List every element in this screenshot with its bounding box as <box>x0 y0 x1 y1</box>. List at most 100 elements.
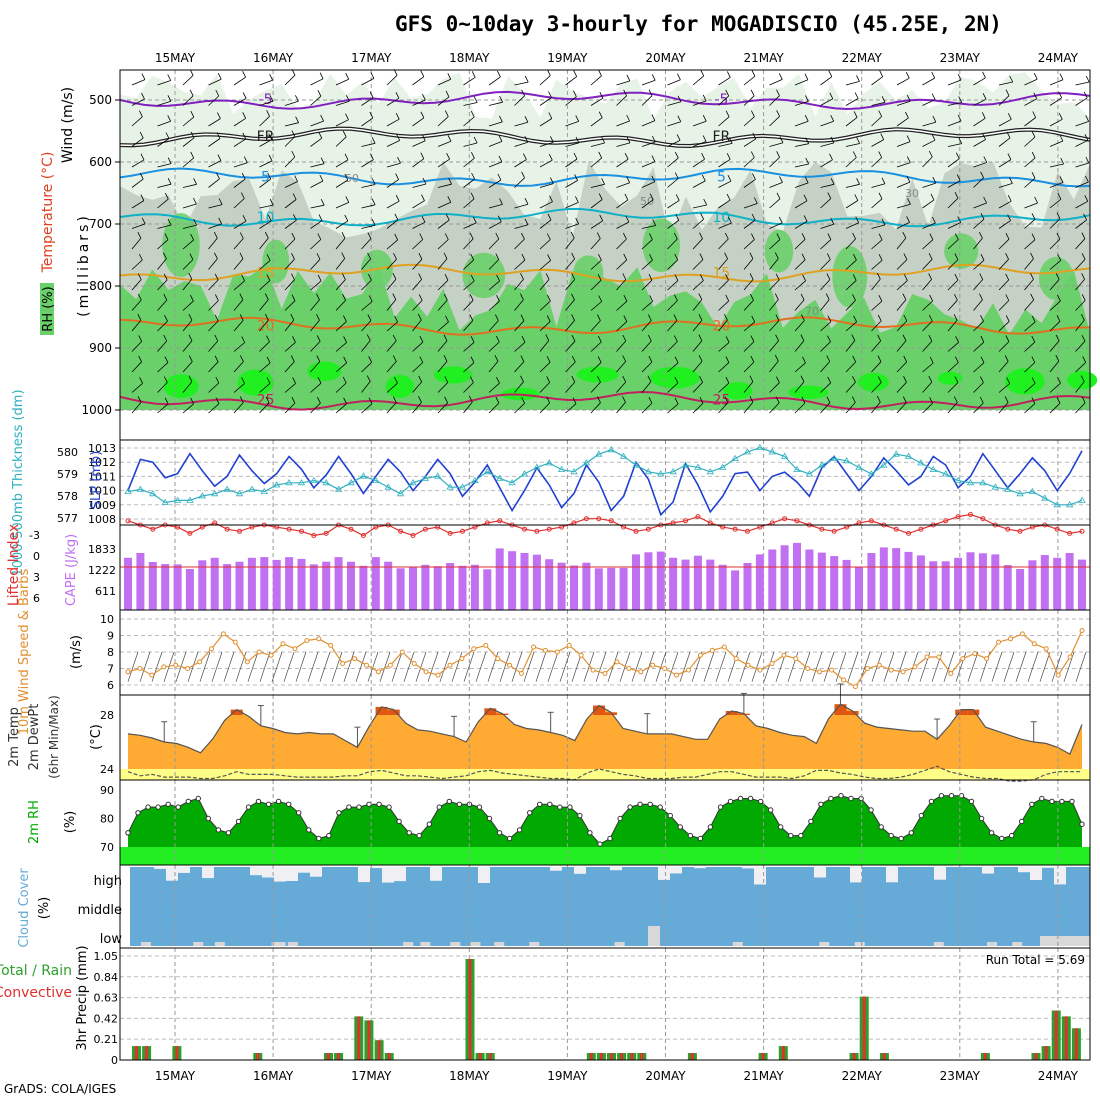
wind-barb-flag <box>982 133 986 140</box>
wind-barb <box>998 341 1010 352</box>
wind-barb <box>616 238 627 250</box>
wind-barb-flag <box>648 274 653 281</box>
surface-wind-barb <box>739 651 751 682</box>
rh2m-point <box>647 801 653 807</box>
thickness-point <box>805 470 814 477</box>
wind-barb-flag <box>1005 233 1010 240</box>
wind-barb <box>1075 97 1088 106</box>
isotherm-label: 10 <box>712 210 730 226</box>
thickness-point <box>619 452 628 459</box>
precip-convective-bar <box>377 1040 381 1060</box>
thickness-point <box>991 483 999 490</box>
rh2m-point <box>577 812 583 819</box>
wind-barb <box>896 162 911 168</box>
wind-barb-flag <box>1085 156 1090 164</box>
wind-speed-point <box>912 664 918 670</box>
wind-barb-flag <box>982 93 987 100</box>
rh-patch <box>764 229 794 273</box>
wind-barb-flag <box>929 397 933 404</box>
wind-barb-flag <box>240 192 245 199</box>
precip-convective-bar <box>610 1053 613 1060</box>
wind-barb <box>820 402 831 414</box>
wind-barb <box>412 200 425 209</box>
cape-bar <box>780 545 789 610</box>
wind-barb-flag <box>242 71 246 78</box>
wind-speed-point <box>375 669 381 675</box>
thickness-point <box>434 472 442 479</box>
wind-speed-point <box>996 639 1001 645</box>
wind-barb <box>1049 300 1061 311</box>
wind-barb-flag <box>623 89 627 96</box>
thickness-point <box>855 463 863 470</box>
wind-barb-flag <box>264 293 269 300</box>
wind-barb-flag <box>1055 334 1060 342</box>
wind-barb-flag <box>649 254 653 261</box>
wind-barb-flag <box>1081 294 1086 301</box>
wind-barb <box>718 199 731 209</box>
wind-barb-flag <box>395 113 400 120</box>
wind-barb <box>361 238 372 250</box>
temperature-max-fill <box>230 709 243 715</box>
wind-barb-flag <box>928 334 933 342</box>
wind-barb-flag <box>800 293 805 301</box>
wind-barb <box>896 340 907 352</box>
lifted-index-point <box>1017 528 1023 534</box>
wind-barb <box>794 340 805 352</box>
wind-tick-label: 10 <box>100 613 114 626</box>
wind-barb-flag <box>956 174 961 181</box>
rh2m-point <box>426 821 432 827</box>
lifted-index-point <box>918 526 924 532</box>
wind-barb-flag <box>1031 377 1036 384</box>
wind-barb-flag <box>751 233 755 240</box>
surface-wind-barb <box>1039 651 1051 682</box>
rh-contour-label: 50 <box>345 172 359 185</box>
wind-barb-flag <box>266 377 271 384</box>
wind-barb <box>1024 136 1036 147</box>
wind-barb <box>667 280 679 291</box>
wind-barb <box>361 224 376 229</box>
wind-speed-point <box>1008 636 1013 642</box>
wind-barb-flag <box>724 252 728 259</box>
wind-speed-point <box>769 661 775 666</box>
lifted-index-point <box>645 526 651 532</box>
wind-barb-flag <box>825 293 830 300</box>
wind-barb-flag <box>345 113 349 120</box>
wind-barb <box>182 300 194 311</box>
wind-barb <box>284 258 295 270</box>
cape-bar <box>185 569 194 610</box>
wind-barb-flag <box>931 134 936 141</box>
low-cloud-gap <box>529 942 540 946</box>
wind-barb <box>539 260 551 270</box>
wind-barb-flag <box>954 273 959 281</box>
thickness-point <box>396 490 405 497</box>
wind-barb-flag <box>930 193 935 201</box>
wind-barb <box>845 340 856 352</box>
wind-barb <box>743 116 755 127</box>
cape-bar <box>768 549 777 610</box>
wind-barb-flag <box>213 231 218 239</box>
wind-barb-flag <box>931 93 936 100</box>
isotherm-label: 5 <box>717 170 726 186</box>
wind-barb <box>131 279 142 291</box>
wind-barb <box>590 301 602 311</box>
wind-barb <box>310 78 324 86</box>
wind-barb <box>310 204 325 209</box>
wind-barb <box>947 143 962 147</box>
wind-barb-flag <box>214 252 218 259</box>
wind-barb <box>845 143 860 147</box>
precip-convective-bar <box>357 1016 361 1060</box>
lifted-index-point <box>745 528 750 534</box>
wind-barb <box>514 259 526 270</box>
wind-barb-flag <box>367 232 372 239</box>
precip-convective-bar <box>1044 1046 1048 1060</box>
thickness-point <box>1003 485 1012 492</box>
wind-barb-flag <box>163 334 168 342</box>
wind-barb <box>820 361 831 373</box>
wind-barb <box>182 319 193 332</box>
wind-barb-flag <box>1056 315 1061 322</box>
wind-speed-point <box>352 656 358 662</box>
wind-barb-flag <box>141 217 146 225</box>
wind-barb-flag <box>827 335 831 342</box>
wind-barb <box>412 158 425 168</box>
wind-barb <box>157 299 168 311</box>
